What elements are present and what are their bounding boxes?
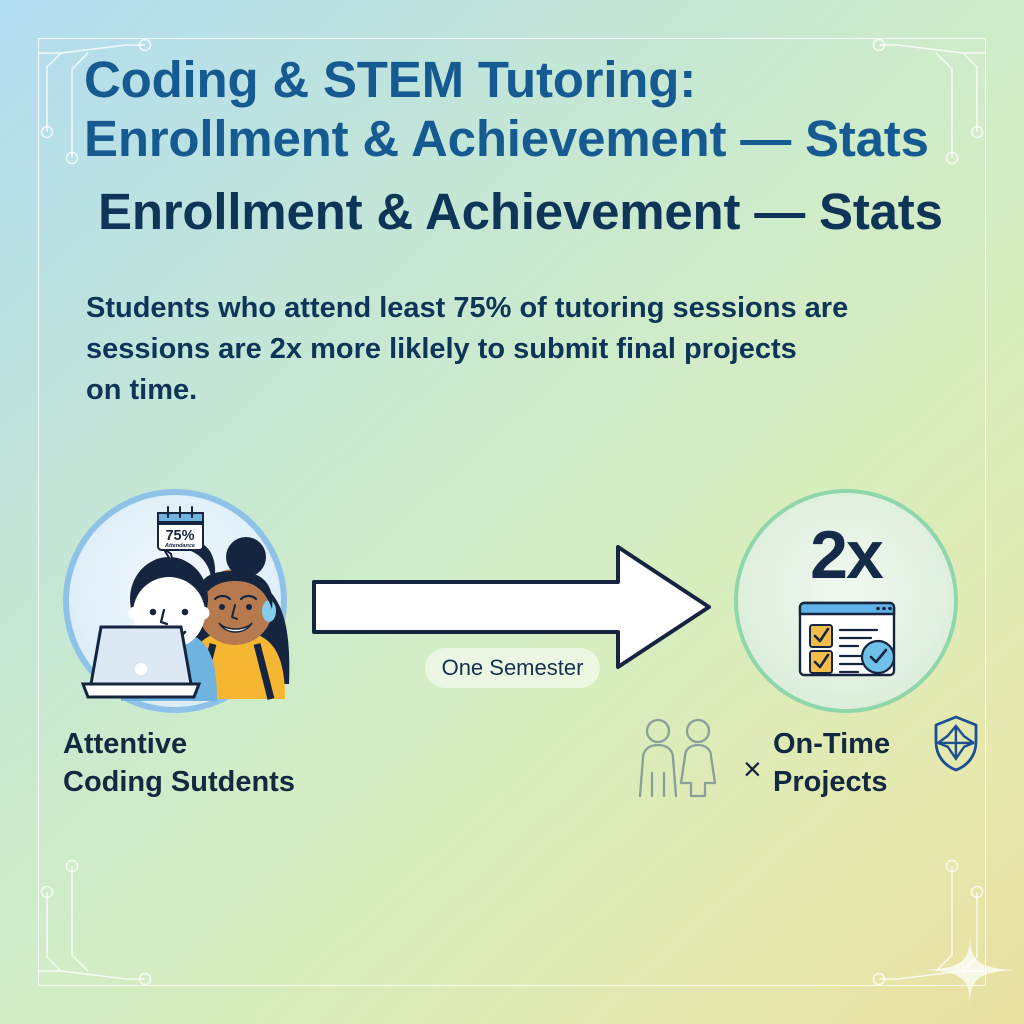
svg-text:75%: 75% xyxy=(165,528,194,544)
svg-text:×: × xyxy=(743,751,762,787)
svg-text:Attendance: Attendance xyxy=(164,543,195,549)
